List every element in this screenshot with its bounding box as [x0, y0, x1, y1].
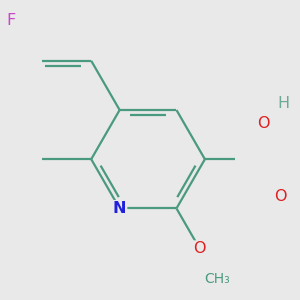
- Text: N: N: [113, 201, 126, 216]
- Text: O: O: [274, 189, 286, 204]
- Text: CH₃: CH₃: [205, 272, 230, 286]
- Text: O: O: [257, 116, 270, 131]
- Text: O: O: [194, 241, 206, 256]
- Text: H: H: [278, 96, 290, 111]
- Text: F: F: [7, 13, 16, 28]
